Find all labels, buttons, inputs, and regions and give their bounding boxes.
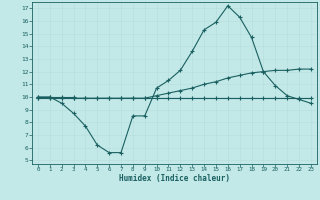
X-axis label: Humidex (Indice chaleur): Humidex (Indice chaleur)	[119, 174, 230, 183]
